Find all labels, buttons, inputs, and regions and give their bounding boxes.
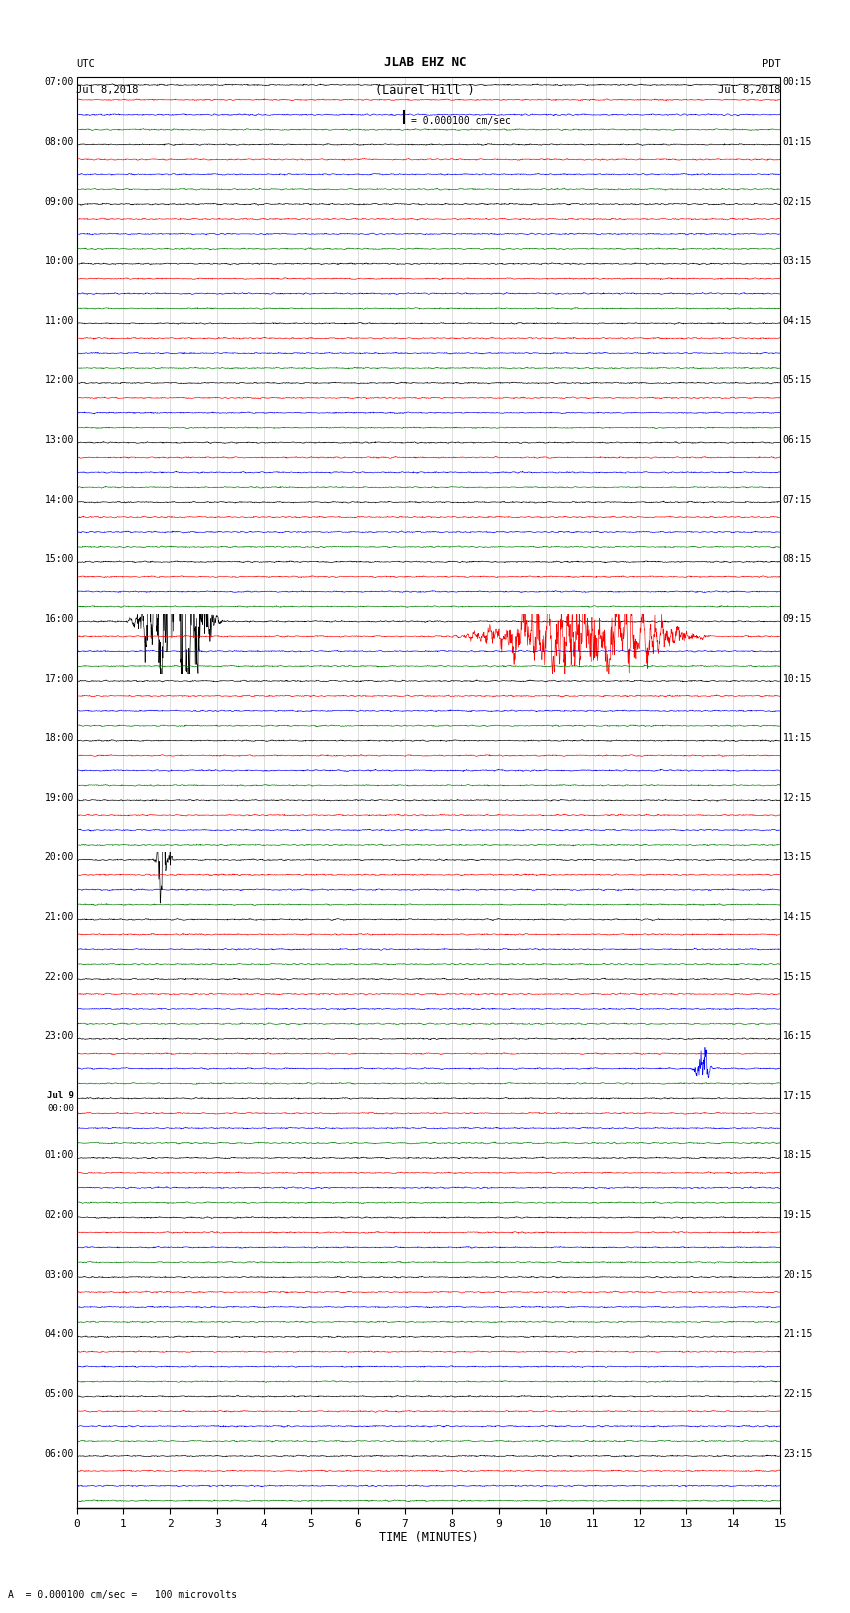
Text: 07:15: 07:15 <box>783 495 813 505</box>
Text: UTC: UTC <box>76 60 95 69</box>
Text: 08:15: 08:15 <box>783 555 813 565</box>
Text: 01:15: 01:15 <box>783 137 813 147</box>
Text: 04:00: 04:00 <box>44 1329 74 1339</box>
Text: A  = 0.000100 cm/sec =   100 microvolts: A = 0.000100 cm/sec = 100 microvolts <box>8 1590 238 1600</box>
Text: 03:00: 03:00 <box>44 1269 74 1279</box>
Text: 13:15: 13:15 <box>783 852 813 863</box>
Text: 12:00: 12:00 <box>44 376 74 386</box>
Text: 09:15: 09:15 <box>783 615 813 624</box>
Text: 11:00: 11:00 <box>44 316 74 326</box>
Text: 22:00: 22:00 <box>44 971 74 982</box>
Text: 13:00: 13:00 <box>44 436 74 445</box>
Text: 21:15: 21:15 <box>783 1329 813 1339</box>
Text: = 0.000100 cm/sec: = 0.000100 cm/sec <box>411 116 510 126</box>
Text: Jul 8,2018: Jul 8,2018 <box>717 85 780 95</box>
Text: 02:00: 02:00 <box>44 1210 74 1219</box>
Text: 19:15: 19:15 <box>783 1210 813 1219</box>
Text: 09:00: 09:00 <box>44 197 74 206</box>
Text: 17:15: 17:15 <box>783 1090 813 1100</box>
Text: 12:15: 12:15 <box>783 794 813 803</box>
Text: 20:00: 20:00 <box>44 852 74 863</box>
Text: 05:00: 05:00 <box>44 1389 74 1398</box>
Text: 21:00: 21:00 <box>44 911 74 923</box>
Text: 23:00: 23:00 <box>44 1031 74 1042</box>
Text: 23:15: 23:15 <box>783 1448 813 1458</box>
Text: 18:15: 18:15 <box>783 1150 813 1160</box>
Text: 06:15: 06:15 <box>783 436 813 445</box>
Text: 04:15: 04:15 <box>783 316 813 326</box>
Text: 10:15: 10:15 <box>783 674 813 684</box>
Text: 06:00: 06:00 <box>44 1448 74 1458</box>
Text: 22:15: 22:15 <box>783 1389 813 1398</box>
X-axis label: TIME (MINUTES): TIME (MINUTES) <box>378 1531 479 1544</box>
Text: 18:00: 18:00 <box>44 734 74 744</box>
Text: 16:00: 16:00 <box>44 615 74 624</box>
Text: 00:00: 00:00 <box>47 1103 74 1113</box>
Text: 19:00: 19:00 <box>44 794 74 803</box>
Text: 16:15: 16:15 <box>783 1031 813 1042</box>
Text: 10:00: 10:00 <box>44 256 74 266</box>
Text: Jul 8,2018: Jul 8,2018 <box>76 85 139 95</box>
Text: 20:15: 20:15 <box>783 1269 813 1279</box>
Text: JLAB EHZ NC: JLAB EHZ NC <box>383 56 467 69</box>
Text: 02:15: 02:15 <box>783 197 813 206</box>
Text: Jul 9: Jul 9 <box>47 1090 74 1100</box>
Text: 14:00: 14:00 <box>44 495 74 505</box>
Text: 07:00: 07:00 <box>44 77 74 87</box>
Text: 15:00: 15:00 <box>44 555 74 565</box>
Text: 01:00: 01:00 <box>44 1150 74 1160</box>
Text: 08:00: 08:00 <box>44 137 74 147</box>
Text: 11:15: 11:15 <box>783 734 813 744</box>
Text: 17:00: 17:00 <box>44 674 74 684</box>
Text: 05:15: 05:15 <box>783 376 813 386</box>
Text: 00:15: 00:15 <box>783 77 813 87</box>
Text: 14:15: 14:15 <box>783 911 813 923</box>
Text: (Laurel Hill ): (Laurel Hill ) <box>375 84 475 97</box>
Text: PDT: PDT <box>762 60 780 69</box>
Text: 03:15: 03:15 <box>783 256 813 266</box>
Text: 15:15: 15:15 <box>783 971 813 982</box>
